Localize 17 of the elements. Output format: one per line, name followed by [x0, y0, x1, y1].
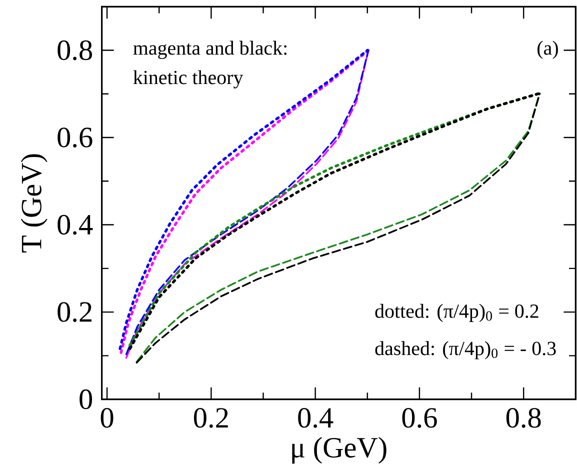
- y-tick-label: 0.6: [58, 128, 92, 148]
- annotation: dashed: (π/4p)$_{0}$ = - 0.3: [375, 341, 556, 360]
- x-tick-label: 0.8: [506, 408, 541, 428]
- x-axis-title: μ (GeV): [292, 437, 386, 464]
- annotation: (a): [538, 40, 558, 59]
- y-tick-label: 0: [80, 389, 92, 410]
- x-tick-label: 0: [100, 408, 114, 428]
- annotation: magenta and black:: [133, 40, 286, 59]
- annotation: dotted: (π/4p)$_{0}$ = 0.2: [375, 304, 538, 322]
- x-tick-label: 0.2: [194, 408, 228, 428]
- annotation: kinetic theory: [133, 70, 244, 88]
- x-tick-label: 0.6: [402, 408, 437, 428]
- y-tick-label: 0.4: [58, 214, 93, 235]
- y-axis-title: T (GeV): [20, 154, 48, 253]
- x-tick-label: 0.4: [298, 408, 334, 428]
- y-tick-label: 0.2: [58, 302, 92, 322]
- y-tick-label: 0.8: [58, 40, 92, 60]
